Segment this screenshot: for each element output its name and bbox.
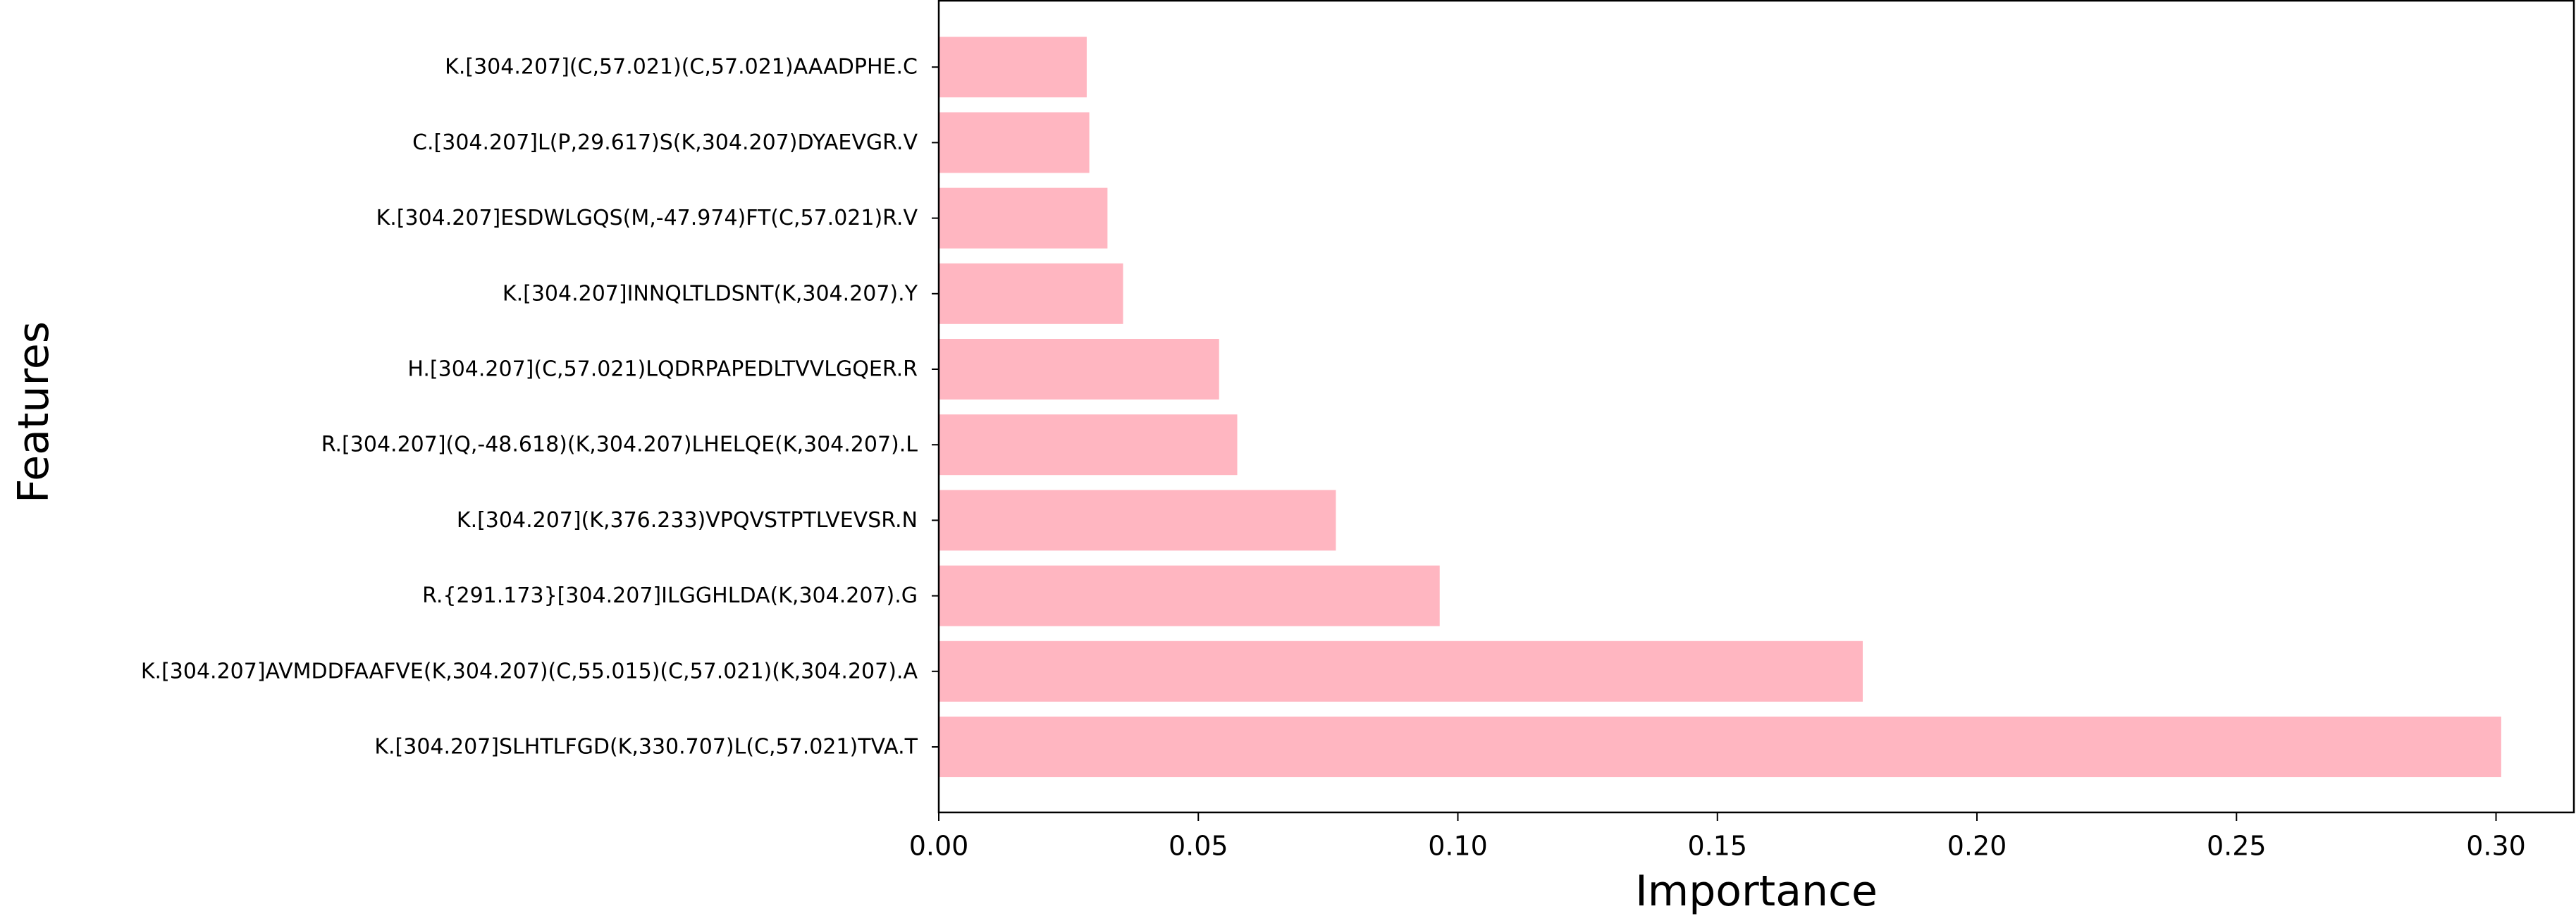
- category-label-8: C.[304.207]L(P,29.617)S(K,304.207)DYAEVG…: [412, 130, 918, 155]
- category-label-7: K.[304.207]ESDWLGQS(M,-47.974)FT(C,57.02…: [376, 206, 918, 230]
- bar-2: [939, 565, 1440, 626]
- plot-frame: [937, 0, 2575, 814]
- category-label-1: K.[304.207]AVMDDFAAFVE(K,304.207)(C,55.0…: [141, 659, 918, 683]
- x-tick-label-0: 0.00: [909, 831, 969, 862]
- category-label-2: R.{291.173}[304.207]ILGGHLDA(K,304.207).…: [422, 583, 918, 608]
- bar-4: [939, 414, 1238, 476]
- x-tick-label-1: 0.05: [1169, 831, 1228, 862]
- category-label-5: H.[304.207](C,57.021)LQDRPAPEDLTVVLGQER.…: [407, 357, 918, 382]
- bar-0: [939, 717, 2501, 777]
- x-tick-label-5: 0.25: [2207, 831, 2267, 862]
- bar-8: [939, 112, 1090, 173]
- bar-1: [939, 640, 1863, 702]
- axes-frame: [937, 0, 2575, 814]
- category-ticks-group: [932, 66, 939, 748]
- bar-5: [939, 339, 1219, 400]
- bar-6: [939, 263, 1123, 324]
- y-axis-title: Features: [9, 321, 58, 503]
- bar-9: [939, 37, 1087, 98]
- category-label-9: K.[304.207](C,57.021)(C,57.021)AAADPHE.C: [445, 55, 918, 80]
- category-label-4: R.[304.207](Q,-48.618)(K,304.207)LHELQE(…: [321, 433, 918, 457]
- x-axis-title: Importance: [1635, 867, 1878, 916]
- bars-group: [939, 37, 2501, 777]
- x-tick-label-2: 0.10: [1428, 831, 1488, 862]
- bar-7: [939, 187, 1108, 249]
- x-tick-label-6: 0.30: [2466, 831, 2526, 862]
- x-tick-label-3: 0.15: [1687, 831, 1747, 862]
- x-ticks-group: 0.00 0.05 0.10 0.15 0.20 0.25 0.30: [909, 812, 2526, 862]
- category-label-0: K.[304.207]SLHTLFGD(K,330.707)L(C,57.021…: [374, 735, 918, 760]
- x-tick-label-4: 0.20: [1947, 831, 2007, 862]
- bar-3: [939, 490, 1336, 551]
- category-label-6: K.[304.207]INNQLTLDSNT(K,304.207).Y: [503, 281, 918, 306]
- category-labels-group: K.[304.207]SLHTLFGD(K,330.707)L(C,57.021…: [141, 55, 918, 760]
- category-label-3: K.[304.207](K,376.233)VPQVSTPTLVEVSR.N: [457, 508, 918, 533]
